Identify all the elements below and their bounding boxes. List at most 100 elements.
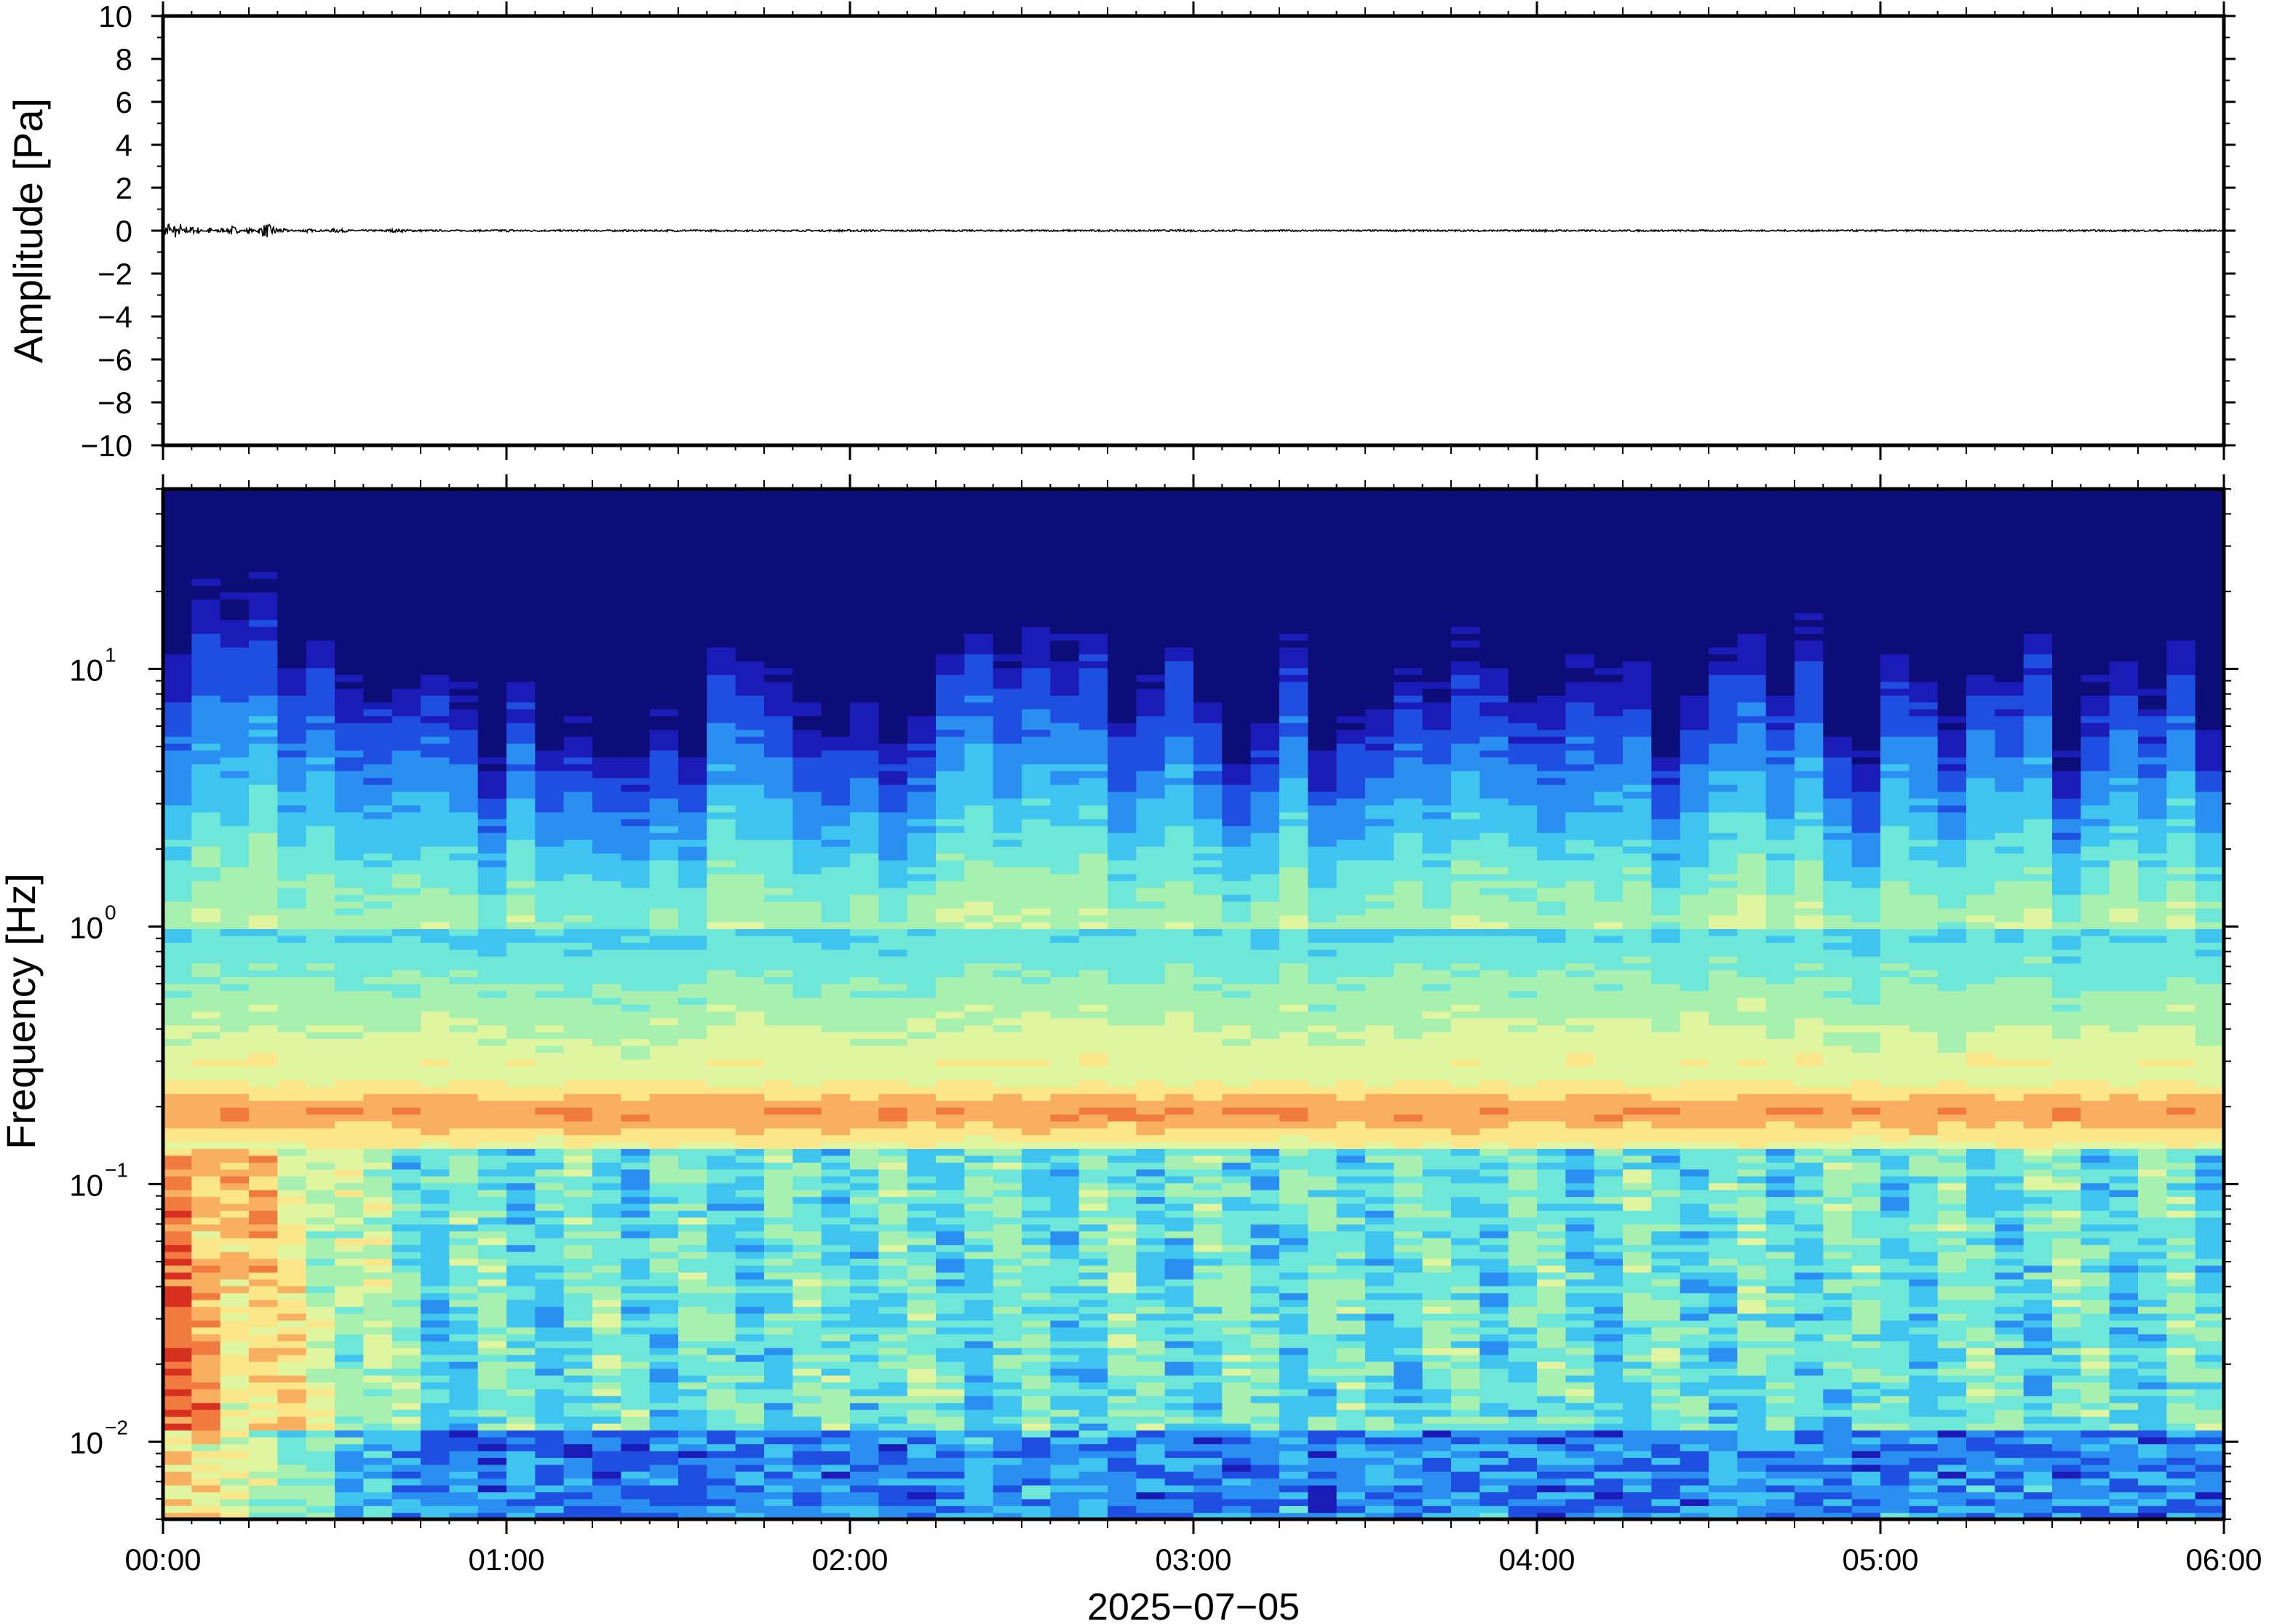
spectrogram-cell <box>792 1286 822 1294</box>
spectrogram-cell <box>363 1162 393 1170</box>
spectrogram-cell <box>649 893 679 902</box>
spectrogram-cell <box>335 845 365 854</box>
spectrogram-cell <box>878 1361 908 1369</box>
spectrogram-cell <box>220 599 250 607</box>
spectrogram-cell <box>936 907 966 916</box>
spectrogram-cell <box>477 1470 507 1479</box>
spectrogram-cell <box>1022 859 1052 867</box>
spectrogram-cell <box>964 1134 994 1142</box>
spectrogram-cell <box>735 1409 765 1417</box>
spectrogram-cell <box>1050 592 1080 600</box>
spectrogram-cell <box>735 1320 765 1328</box>
spectrogram-cell <box>1022 1244 1052 1252</box>
spectrogram-cell <box>764 1368 794 1376</box>
spectrogram-cell <box>363 832 393 840</box>
spectrogram-cell <box>191 550 221 559</box>
spectrogram-cell <box>563 963 593 971</box>
spectrogram-cell <box>707 571 736 579</box>
spectrogram-cell <box>277 1251 307 1259</box>
spectrogram-cell <box>191 1162 221 1170</box>
spectrogram-cell <box>1022 845 1052 854</box>
spectrogram-cell <box>878 1141 908 1150</box>
spectrogram-cell <box>363 633 393 641</box>
spectrogram-cell <box>707 1072 736 1080</box>
spectrogram-cell <box>850 626 880 634</box>
spectrogram-cell <box>964 612 994 621</box>
spectrogram-cell <box>563 647 593 655</box>
spectrogram-cell <box>792 1251 822 1259</box>
spectrogram-cell <box>936 1299 966 1307</box>
spectrogram-cell <box>335 1169 365 1177</box>
spectrogram-cell <box>506 763 536 771</box>
spectrogram-cell <box>335 963 365 971</box>
spectrogram-cell <box>249 1134 279 1142</box>
spectrogram-cell <box>421 1065 450 1074</box>
spectrogram-cell <box>993 1299 1022 1307</box>
spectrogram-cell <box>821 1313 851 1321</box>
spectrogram-cell <box>964 661 994 669</box>
spectrogram-cell <box>563 530 593 538</box>
spectrogram-cell <box>1050 845 1080 854</box>
spectrogram-cell <box>792 585 822 593</box>
spectrogram-cell <box>563 578 593 586</box>
spectrogram-cell <box>1050 853 1080 861</box>
spectrogram-cell <box>792 1361 822 1369</box>
spectrogram-cell <box>421 955 450 964</box>
spectrogram-cell <box>678 1265 708 1273</box>
spectrogram-cell <box>649 1217 679 1225</box>
spectrogram-cell <box>907 805 937 813</box>
spectrogram-cell <box>191 1176 221 1184</box>
spectrogram-cell <box>592 633 622 641</box>
spectrogram-cell <box>563 1045 593 1053</box>
spectrogram-cell <box>964 495 994 503</box>
spectrogram-cell <box>477 489 507 497</box>
spectrogram-cell <box>621 1265 651 1273</box>
spectrogram-cell <box>449 1299 479 1307</box>
spectrogram-cell <box>392 997 421 1005</box>
spectrogram-cell <box>421 1457 450 1465</box>
spectrogram-cell <box>993 1313 1022 1321</box>
spectrogram-cell <box>191 805 221 813</box>
spectrogram-cell <box>850 1031 880 1039</box>
spectrogram-cell <box>649 640 679 648</box>
spectrogram-cell <box>707 1052 736 1060</box>
spectrogram-cell <box>363 805 393 813</box>
spectrogram-cell <box>649 1409 679 1417</box>
spectrogram-cell <box>592 695 622 703</box>
spectrogram-cell <box>249 1313 279 1321</box>
spectrogram-cell <box>936 1478 966 1486</box>
spectrogram-cell <box>649 949 679 957</box>
spectrogram-cell <box>191 715 221 723</box>
spectrogram-cell <box>220 701 250 709</box>
spectrogram-cell <box>1022 1402 1052 1410</box>
spectrogram-cell <box>764 523 794 531</box>
spectrogram-cell <box>678 1478 708 1486</box>
spectrogram-cell <box>907 1011 937 1019</box>
spectrogram-cell <box>1050 771 1080 779</box>
spectrogram-cell <box>964 1348 994 1356</box>
spectrogram-cell <box>621 887 651 895</box>
spectrogram-cell <box>249 701 279 709</box>
spectrogram-cell <box>792 955 822 964</box>
spectrogram-cell <box>993 709 1022 717</box>
spectrogram-cell <box>621 867 651 875</box>
spectrogram-cell <box>878 963 908 971</box>
spectrogram-cell <box>936 797 966 806</box>
spectrogram-cell <box>191 1045 221 1053</box>
spectrogram-cell <box>306 1196 335 1204</box>
spectrogram-cell <box>563 1470 593 1479</box>
spectrogram-cell <box>506 592 536 600</box>
spectrogram-cell <box>335 599 365 607</box>
spectrogram-cell <box>964 873 994 881</box>
spectrogram-cell <box>764 1320 794 1328</box>
spectrogram-cell <box>535 1121 565 1129</box>
spectrogram-cell <box>792 1422 822 1431</box>
spectrogram-cell <box>249 509 279 517</box>
spectrogram-cell <box>1022 1148 1052 1156</box>
spectrogram-cell <box>649 935 679 943</box>
spectrogram-cell <box>421 1388 450 1396</box>
spectrogram-cell <box>421 1464 450 1472</box>
spectrogram-cell <box>191 516 221 524</box>
spectrogram-cell <box>191 585 221 593</box>
spectrogram-cell <box>764 502 794 511</box>
